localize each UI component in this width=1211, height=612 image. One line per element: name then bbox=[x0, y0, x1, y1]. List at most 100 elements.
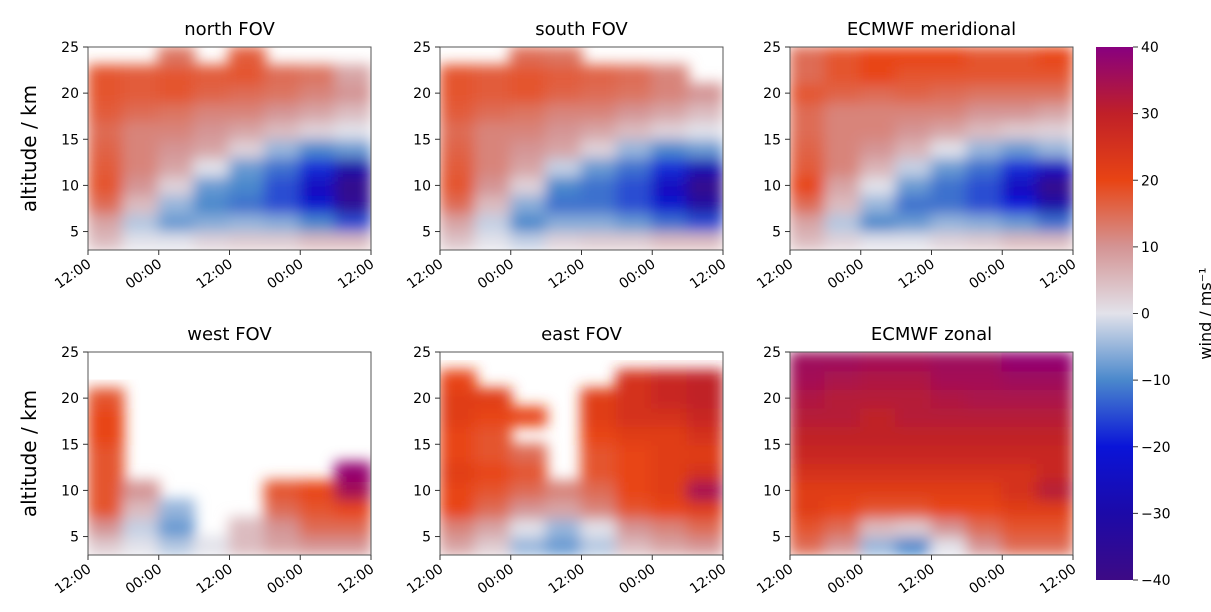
cell bbox=[334, 517, 371, 538]
cell bbox=[824, 535, 862, 555]
cell bbox=[895, 498, 933, 520]
cell bbox=[859, 480, 898, 501]
x-tick-label: 12:00 bbox=[754, 561, 796, 597]
cell bbox=[930, 82, 968, 104]
cell bbox=[965, 230, 1004, 250]
x-tick-label: 12:00 bbox=[546, 561, 588, 597]
cell bbox=[440, 480, 477, 501]
cell bbox=[615, 101, 654, 122]
cell bbox=[824, 193, 862, 215]
cell bbox=[193, 212, 231, 233]
cell bbox=[157, 82, 196, 104]
x-tick-label: 12:00 bbox=[194, 256, 236, 292]
cell bbox=[440, 82, 477, 104]
cell bbox=[615, 82, 654, 104]
cell bbox=[263, 156, 302, 178]
cell bbox=[122, 101, 160, 122]
y-tick-label: 5 bbox=[422, 225, 431, 241]
cell bbox=[1001, 535, 1039, 555]
cell bbox=[263, 101, 302, 122]
cell bbox=[790, 352, 827, 372]
cell bbox=[790, 461, 827, 483]
cell bbox=[824, 498, 862, 520]
cell bbox=[228, 82, 266, 104]
cell bbox=[965, 175, 1004, 196]
cell bbox=[651, 517, 689, 538]
y-tick-label: 15 bbox=[763, 132, 781, 148]
cell bbox=[824, 138, 862, 159]
cell bbox=[440, 443, 477, 464]
colorbar-tick-label: −20 bbox=[1141, 440, 1171, 456]
cell bbox=[299, 175, 337, 196]
cell bbox=[545, 212, 583, 233]
cell bbox=[1001, 480, 1039, 501]
y-tick-label: 15 bbox=[763, 437, 781, 453]
cell bbox=[580, 138, 618, 159]
cell bbox=[580, 424, 618, 446]
cell bbox=[509, 47, 548, 67]
cell bbox=[440, 119, 477, 141]
cell bbox=[824, 212, 862, 233]
cell-layer bbox=[88, 47, 371, 250]
cell-layer bbox=[440, 369, 723, 555]
cell bbox=[651, 212, 689, 233]
colorbar-tick-label: 30 bbox=[1141, 107, 1159, 123]
y-tick-label: 25 bbox=[413, 40, 431, 56]
cell bbox=[790, 406, 827, 427]
cell bbox=[474, 535, 512, 555]
cell bbox=[686, 443, 723, 464]
cell bbox=[615, 406, 654, 427]
cell bbox=[1036, 175, 1073, 196]
panel: 5 10 15 20 25 12:00 00:00 12:00 00:00 12:00 south … bbox=[404, 19, 729, 292]
cell bbox=[334, 480, 371, 501]
cell bbox=[895, 82, 933, 104]
y-tick-label: 20 bbox=[763, 391, 781, 407]
cell bbox=[228, 101, 266, 122]
cell bbox=[859, 352, 898, 372]
x-tick-label: 12:00 bbox=[335, 561, 377, 597]
panel-title: east FOV bbox=[541, 324, 622, 345]
cell bbox=[615, 517, 654, 538]
cell bbox=[895, 101, 933, 122]
x-tick-label: 12:00 bbox=[687, 561, 729, 597]
cell bbox=[859, 369, 898, 390]
cell bbox=[545, 64, 583, 85]
heatmap-cells bbox=[440, 369, 723, 555]
cell bbox=[440, 517, 477, 538]
cell bbox=[859, 424, 898, 446]
cell bbox=[1001, 175, 1039, 196]
cell bbox=[122, 156, 160, 178]
cell bbox=[1001, 119, 1039, 141]
cell bbox=[615, 156, 654, 178]
cell bbox=[965, 424, 1004, 446]
cell bbox=[651, 193, 689, 215]
cell bbox=[263, 212, 302, 233]
y-tick-label: 25 bbox=[61, 345, 79, 361]
cell bbox=[1036, 517, 1073, 538]
cell bbox=[859, 175, 898, 196]
y-tick-label: 10 bbox=[413, 178, 431, 194]
cell bbox=[615, 498, 654, 520]
cell bbox=[88, 156, 125, 178]
cell bbox=[474, 138, 512, 159]
cell bbox=[1001, 406, 1039, 427]
cell bbox=[334, 212, 371, 233]
cell bbox=[686, 424, 723, 446]
y-tick-label: 15 bbox=[61, 437, 79, 453]
cell bbox=[580, 82, 618, 104]
cell bbox=[88, 535, 125, 555]
x-tick-label: 00:00 bbox=[123, 561, 165, 597]
x-tick-label: 12:00 bbox=[1037, 256, 1079, 292]
panel-title: south FOV bbox=[535, 19, 628, 40]
cell-layer bbox=[790, 47, 1073, 250]
cell bbox=[474, 498, 512, 520]
x-tick-label: 00:00 bbox=[475, 561, 517, 597]
cell bbox=[651, 64, 689, 85]
cell bbox=[1036, 461, 1073, 483]
cell bbox=[509, 443, 548, 464]
cell bbox=[580, 498, 618, 520]
cell bbox=[965, 138, 1004, 159]
cell bbox=[686, 369, 723, 390]
cell bbox=[1036, 101, 1073, 122]
cell-layer bbox=[790, 352, 1073, 555]
